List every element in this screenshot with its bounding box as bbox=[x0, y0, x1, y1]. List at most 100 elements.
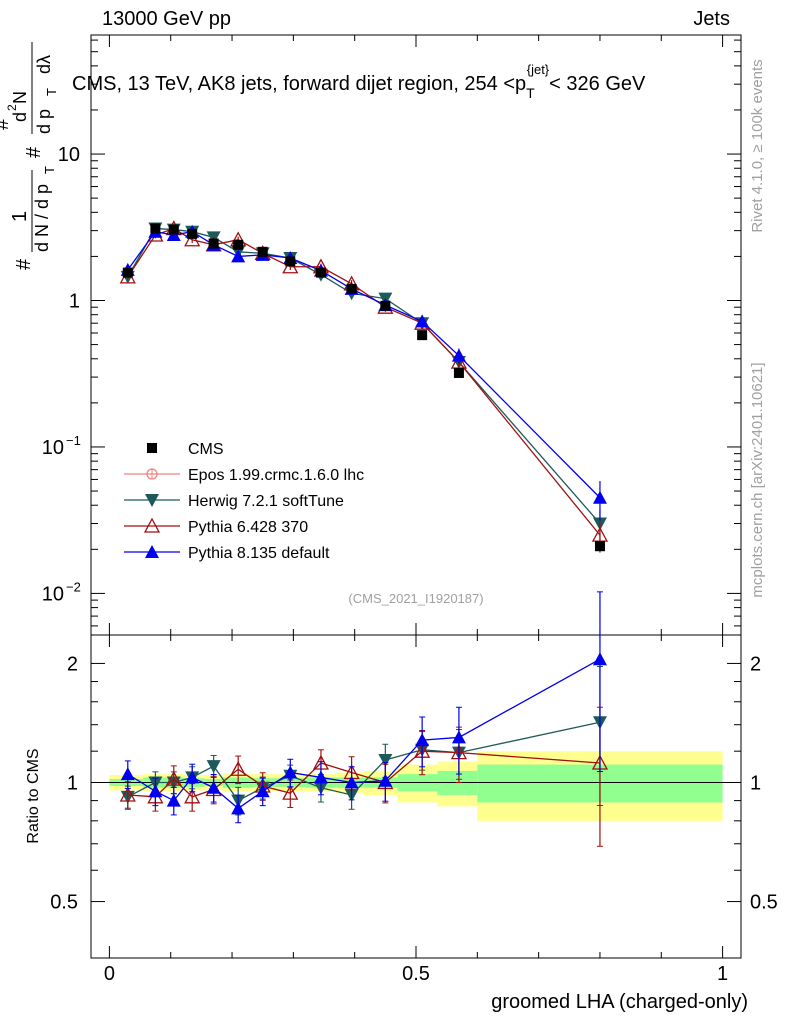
header-left: 13000 GeV pp bbox=[102, 8, 231, 30]
ratio-point-pythia-6-428-370 bbox=[184, 788, 201, 804]
y-tick-label: 1 bbox=[69, 291, 80, 313]
ratio-point-pythia-6-428-370 bbox=[119, 786, 136, 802]
ratio-point-pythia-8-135-default bbox=[378, 773, 393, 787]
ratio-y-tick-label: 2 bbox=[67, 653, 78, 675]
x-tick-label: 0 bbox=[104, 963, 115, 985]
legend-label: CMS bbox=[188, 441, 224, 458]
data-point-cms bbox=[380, 300, 391, 311]
svg-text:d: d bbox=[10, 112, 30, 122]
ratio-point-pythia-8-135-default bbox=[148, 784, 163, 798]
legend: CMS Epos 1.99.crmc.1.6.0 lhc Herwig 7.2.1 … bbox=[124, 441, 364, 562]
ratio-point-pythia-8-135-default bbox=[415, 733, 430, 747]
legend-item: Herwig 7.2.1 softTune bbox=[124, 493, 344, 510]
ratio-point-pythia-8-135-default bbox=[344, 775, 359, 789]
legend-item: Epos 1.99.crmc.1.6.0 lhc bbox=[124, 467, 364, 484]
ratio-point-pythia-8-135-default bbox=[120, 767, 135, 781]
legend-marker bbox=[146, 468, 158, 480]
ratio-point-pythia-8-135-default bbox=[313, 770, 328, 784]
data-point-cms bbox=[187, 228, 198, 239]
ratio-point-herwig-7-2-1-softtune bbox=[206, 760, 221, 774]
svg-text:d N / d p: d N / d p bbox=[32, 184, 52, 252]
data-point-cms bbox=[417, 330, 428, 341]
y-tick-label: 10 bbox=[42, 583, 64, 605]
data-point-cms bbox=[315, 267, 326, 278]
series-cms bbox=[122, 223, 605, 552]
svg-text:d p: d p bbox=[34, 109, 54, 134]
ratio-point-herwig-7-2-1-softtune bbox=[378, 753, 393, 767]
x-axis-label: groomed LHA (charged-only) bbox=[491, 991, 748, 1013]
legend-marker bbox=[147, 443, 157, 453]
data-point-cms bbox=[122, 267, 133, 278]
x-tick-label: 0.5 bbox=[402, 963, 430, 985]
y-tick-exponent: −2 bbox=[66, 579, 81, 594]
mcplots-label: mcplots.cern.ch [arXiv:2401.10621] bbox=[749, 362, 766, 597]
ratio-point-pythia-6-428-370 bbox=[282, 784, 299, 800]
legend-item: CMS bbox=[147, 441, 224, 458]
ratio-y-tick-label-right: 2 bbox=[750, 653, 761, 675]
svg-text:#: # bbox=[0, 118, 13, 130]
data-point-cms bbox=[168, 224, 179, 235]
data-point-cms bbox=[233, 239, 244, 250]
ratio-point-pythia-8-135-default bbox=[185, 770, 200, 784]
ratio-point-pythia-8-135-default bbox=[283, 765, 298, 779]
data-point-cms bbox=[453, 367, 464, 378]
legend-label: Epos 1.99.crmc.1.6.0 lhc bbox=[188, 467, 364, 484]
ratio-point-pythia-8-135-default bbox=[166, 793, 181, 807]
ratio-y-tick-label: 1 bbox=[67, 773, 78, 795]
point-pythia-8-135-default bbox=[231, 249, 246, 263]
x-tick-label: 1 bbox=[717, 963, 728, 985]
svg-text:N: N bbox=[10, 91, 30, 104]
svg-text:2: 2 bbox=[5, 104, 19, 111]
svg-text:#: # bbox=[23, 146, 45, 158]
ratio-line-pythia-8-135-default bbox=[127, 658, 601, 810]
svg-text:T: T bbox=[42, 166, 57, 174]
legend-item: Pythia 8.135 default bbox=[124, 545, 330, 562]
svg-text:T: T bbox=[44, 88, 59, 96]
legend-marker bbox=[145, 545, 159, 558]
series-line-pythia-6-428-370 bbox=[127, 227, 601, 536]
legend-item: Pythia 6.428 370 bbox=[124, 517, 308, 536]
point-pythia-8-135-default bbox=[592, 490, 607, 504]
data-point-cms bbox=[150, 223, 161, 234]
point-pythia-6-428-370 bbox=[591, 526, 609, 542]
ratio-y-tick-label-right: 0.5 bbox=[750, 892, 778, 914]
ratio-point-pythia-8-135-default bbox=[231, 801, 246, 815]
data-point-cms bbox=[208, 238, 219, 249]
legend-marker bbox=[145, 494, 159, 507]
series-layer bbox=[119, 220, 609, 847]
cms-uncertainty-bands bbox=[109, 751, 723, 821]
legend-label: Pythia 8.135 default bbox=[188, 545, 330, 562]
legend-marker bbox=[143, 517, 161, 533]
ratio-point-pythia-8-135-default bbox=[592, 652, 607, 666]
y-tick-label: 10 bbox=[58, 144, 80, 166]
data-point-cms bbox=[594, 541, 605, 552]
legend-label: Herwig 7.2.1 softTune bbox=[188, 493, 344, 510]
analysis-watermark: (CMS_2021_I1920187) bbox=[348, 591, 483, 606]
data-point-cms bbox=[346, 283, 357, 294]
legend-label: Pythia 6.428 370 bbox=[188, 519, 308, 536]
chart-title: CMS, 13 TeV, AK8 jets, forward dijet reg… bbox=[72, 62, 646, 101]
y-axis-label: # 1 d N / d p T # d 2 N # d p T dλ bbox=[0, 42, 59, 270]
svg-text:dλ: dλ bbox=[34, 55, 54, 74]
data-point-cms bbox=[257, 246, 268, 257]
svg-text:1: 1 bbox=[9, 211, 31, 222]
y-tick-label: 10 bbox=[42, 437, 64, 459]
point-pythia-8-135-default bbox=[415, 314, 430, 328]
ratio-point-pythia-8-135-default bbox=[255, 784, 270, 798]
point-pythia-6-428-370 bbox=[184, 231, 201, 247]
ratio-point-pythia-8-135-default bbox=[451, 730, 466, 744]
ratio-point-pythia-6-428-370 bbox=[165, 770, 182, 786]
y-tick-exponent: −1 bbox=[66, 433, 81, 448]
point-pythia-8-135-default bbox=[451, 348, 466, 362]
svg-text:#: # bbox=[13, 258, 35, 270]
header-right: Jets bbox=[693, 8, 730, 30]
ratio-y-axis-label: Ratio to CMS bbox=[25, 748, 42, 843]
data-point-cms bbox=[285, 256, 296, 267]
ratio-y-tick-label-right: 1 bbox=[750, 773, 761, 795]
ratio-point-pythia-6-428-370 bbox=[230, 760, 247, 776]
ratio-y-tick-label: 0.5 bbox=[50, 892, 78, 914]
rivet-version-label: Rivet 4.1.0, ≥ 100k events bbox=[749, 59, 766, 232]
ratio-point-pythia-8-135-default bbox=[206, 780, 221, 794]
